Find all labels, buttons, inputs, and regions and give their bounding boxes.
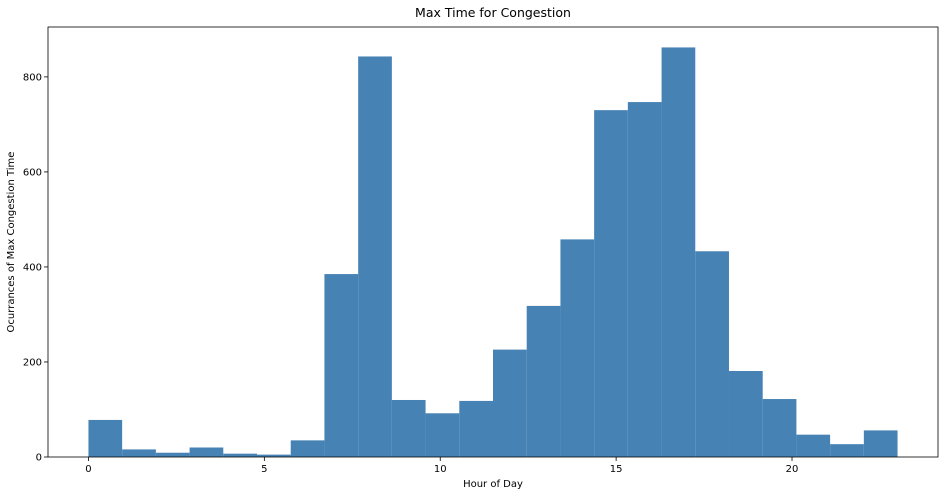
y-tick-label: 0	[36, 453, 42, 464]
y-tick-label: 200	[23, 357, 42, 368]
histogram-bar-17	[661, 47, 696, 457]
histogram-bar-9	[391, 399, 426, 457]
histogram-bar-16	[627, 102, 662, 457]
x-tick-label: 15	[610, 464, 623, 475]
plot-frame	[47, 26, 939, 458]
histogram-bar-18	[695, 251, 729, 457]
x-ticks: 0 5 10 15 20	[85, 457, 798, 475]
x-tick-label: 10	[434, 464, 447, 475]
y-tick-label: 400	[23, 262, 42, 273]
histogram-bar-12	[493, 349, 527, 457]
y-ticks: 0 200 400 600 800	[23, 72, 48, 464]
histogram-bar-19	[728, 371, 763, 457]
chart-title: Max Time for Congestion	[415, 5, 571, 20]
histogram-bar-7	[324, 274, 359, 457]
y-axis-label: Ocurrances of Max Congestion Time	[6, 152, 17, 333]
histogram-bar-15	[594, 110, 628, 457]
x-tick-label: 0	[85, 464, 91, 475]
histogram-bar-2	[155, 452, 190, 457]
histogram-bar-10	[425, 413, 460, 457]
histogram-bar-1	[122, 449, 156, 457]
histogram-bar-21	[796, 434, 831, 457]
histogram-bar-6	[290, 440, 325, 457]
histogram-bar-5	[257, 454, 291, 457]
histogram-bar-13	[526, 305, 561, 457]
histogram-bar-11	[459, 400, 493, 457]
x-tick-label: 20	[786, 464, 799, 475]
histogram-bar-4	[223, 453, 258, 457]
histogram-bar-8	[358, 56, 392, 458]
y-tick-label: 600	[23, 167, 42, 178]
histogram-bar-14	[560, 239, 595, 457]
histogram-bar-20	[762, 399, 797, 457]
x-axis-label: Hour of Day	[463, 479, 523, 490]
histogram-bar-23	[863, 430, 898, 457]
bars-group	[88, 47, 898, 458]
x-tick-label: 5	[261, 464, 267, 475]
histogram-bar-0	[88, 419, 123, 457]
histogram-bar-3	[189, 447, 224, 457]
y-tick-label: 800	[23, 72, 42, 83]
histogram-bar-22	[830, 444, 864, 457]
